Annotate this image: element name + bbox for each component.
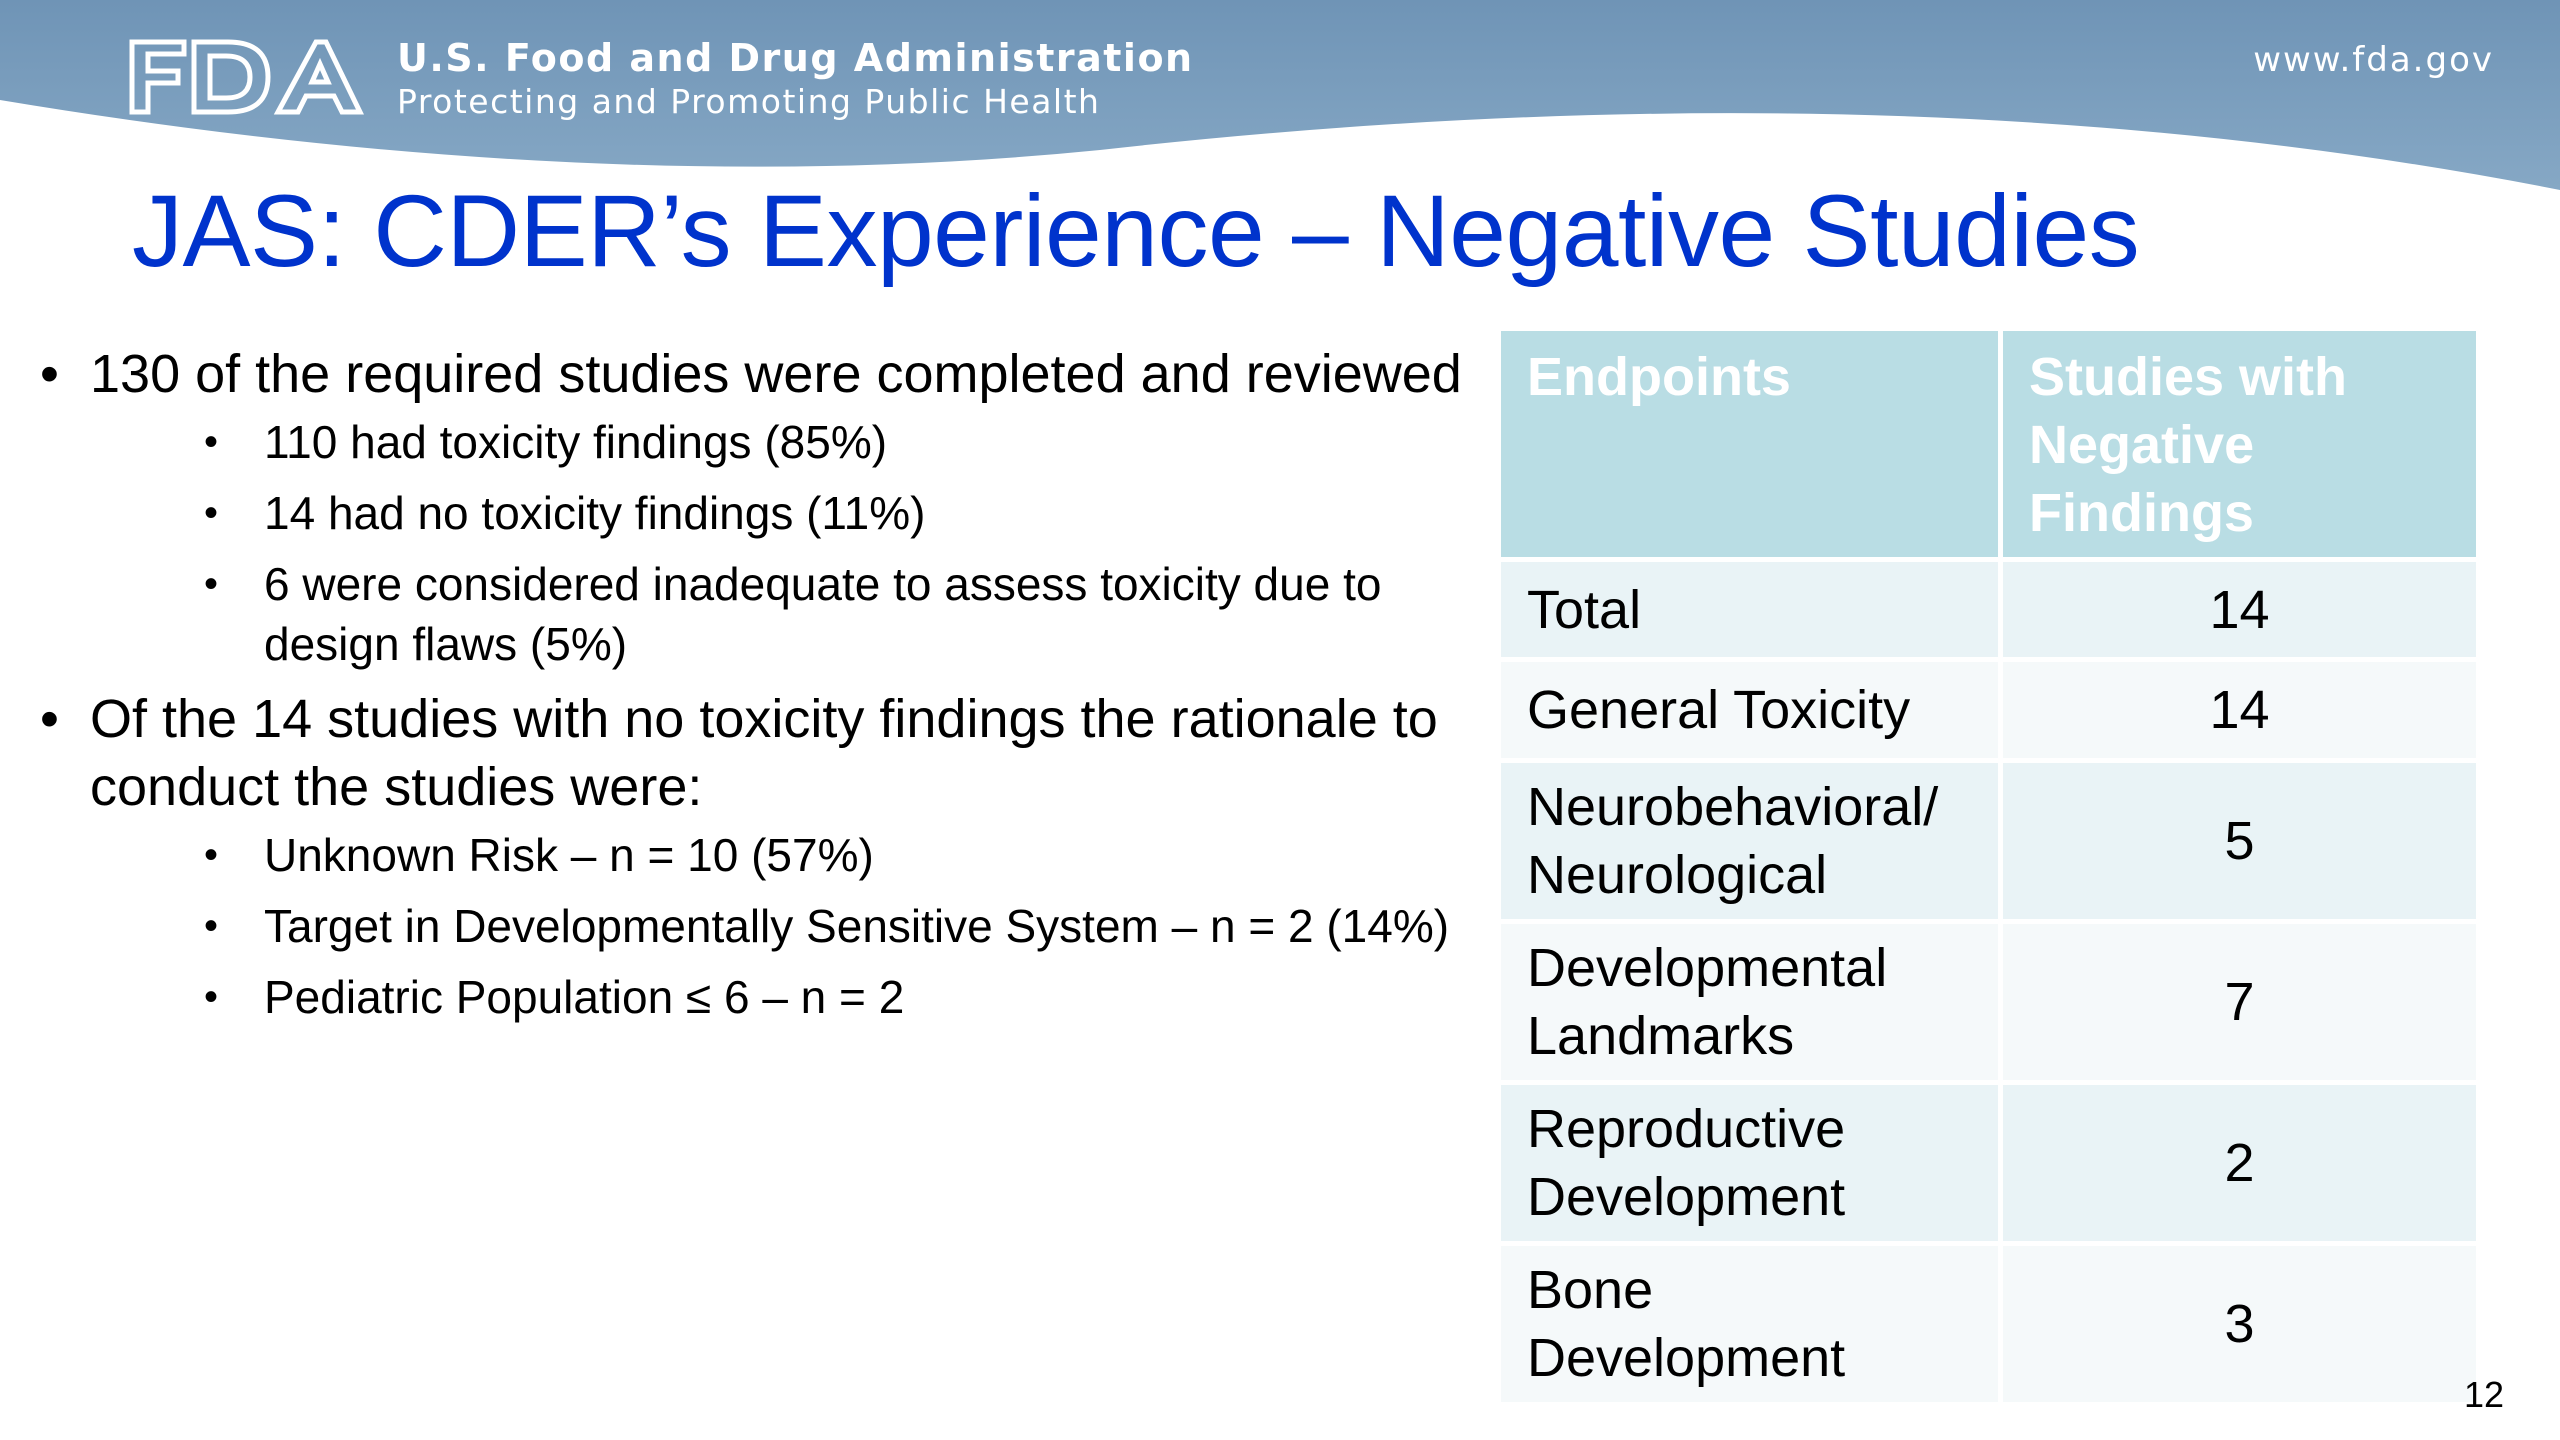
count-cell: 5 bbox=[1998, 758, 2481, 924]
table-row: Bone Development 3 bbox=[1496, 1241, 2481, 1407]
endpoint-cell: Developmental Landmarks bbox=[1496, 919, 2003, 1085]
sub-bullet-list: Unknown Risk – n = 10 (57%) Target in De… bbox=[90, 825, 1468, 1027]
bullet-item: Of the 14 studies with no toxicity findi… bbox=[38, 685, 1468, 1027]
endpoint-cell: Total bbox=[1496, 557, 2003, 662]
fda-logo bbox=[129, 39, 364, 115]
sub-bullet-item: 14 had no toxicity findings (11%) bbox=[202, 483, 1468, 543]
table-header-row: Endpoints Studies with Negative Findings bbox=[1496, 326, 2481, 562]
bullet-list: 130 of the required studies were complet… bbox=[38, 340, 1468, 1038]
count-cell: 14 bbox=[1998, 657, 2481, 763]
table-header-endpoints: Endpoints bbox=[1496, 326, 2003, 562]
endpoint-cell: Bone Development bbox=[1496, 1241, 2003, 1407]
table-row: Neurobehavioral/ Neurological 5 bbox=[1496, 758, 2481, 924]
endpoint-cell: General Toxicity bbox=[1496, 657, 2003, 763]
slide-title: JAS: CDER’s Experience – Negative Studie… bbox=[132, 174, 2140, 288]
table-header-studies: Studies with Negative Findings bbox=[1998, 326, 2481, 562]
endpoint-cell: Neurobehavioral/ Neurological bbox=[1496, 758, 2003, 924]
bullet-text: 130 of the required studies were complet… bbox=[90, 344, 1462, 404]
sub-bullet-item: Target in Developmentally Sensitive Syst… bbox=[202, 896, 1468, 956]
sub-bullet-list: 110 had toxicity findings (85%) 14 had n… bbox=[90, 412, 1468, 674]
negative-findings-table: Endpoints Studies with Negative Findings… bbox=[1496, 326, 2481, 1407]
table-row: General Toxicity 14 bbox=[1496, 657, 2481, 763]
header-band bbox=[0, 0, 2560, 190]
table-row: Total 14 bbox=[1496, 557, 2481, 662]
count-cell: 3 bbox=[1998, 1241, 2481, 1407]
sub-bullet-item: 110 had toxicity findings (85%) bbox=[202, 412, 1468, 472]
agency-tagline: Protecting and Promoting Public Health bbox=[397, 82, 1101, 121]
bullet-item: 130 of the required studies were complet… bbox=[38, 340, 1468, 674]
count-cell: 2 bbox=[1998, 1080, 2481, 1246]
website-link[interactable]: www.fda.gov bbox=[2253, 40, 2494, 80]
count-cell: 7 bbox=[1998, 919, 2481, 1085]
table-row: Reproductive Development 2 bbox=[1496, 1080, 2481, 1246]
sub-bullet-item: 6 were considered inadequate to assess t… bbox=[202, 554, 1468, 674]
count-cell: 14 bbox=[1998, 557, 2481, 662]
bullet-text: Of the 14 studies with no toxicity findi… bbox=[90, 689, 1438, 817]
sub-bullet-item: Unknown Risk – n = 10 (57%) bbox=[202, 825, 1468, 885]
page-number: 12 bbox=[2463, 1374, 2504, 1415]
table-row: Developmental Landmarks 7 bbox=[1496, 919, 2481, 1085]
endpoint-cell: Reproductive Development bbox=[1496, 1080, 2003, 1246]
agency-name: U.S. Food and Drug Administration bbox=[397, 36, 1194, 80]
sub-bullet-item: Pediatric Population ≤ 6 – n = 2 bbox=[202, 967, 1468, 1027]
